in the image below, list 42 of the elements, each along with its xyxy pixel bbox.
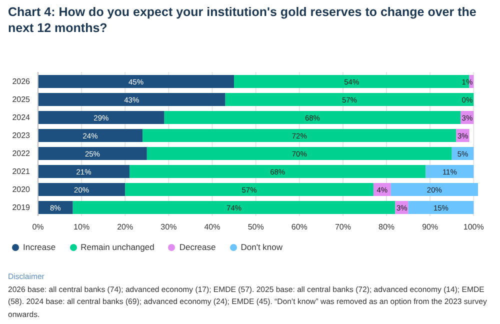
y-tick-label: 2019 (12, 202, 31, 212)
legend-label: Decrease (179, 242, 216, 252)
y-tick-label: 2021 (12, 166, 31, 176)
bar (408, 201, 474, 214)
bar (390, 183, 478, 196)
x-tick-label: 80% (378, 222, 395, 232)
bar (38, 111, 164, 124)
bar (38, 183, 126, 196)
y-tick-label: 2022 (12, 148, 31, 158)
x-tick-label: 10% (74, 222, 90, 232)
bar (38, 75, 234, 88)
bar (38, 165, 130, 178)
bar (38, 147, 147, 160)
x-tick-label: 50% (248, 222, 264, 232)
x-tick-label: 70% (334, 222, 351, 232)
x-tick-label: 60% (291, 222, 308, 232)
x-tick-label: 100% (463, 222, 484, 232)
x-tick-label: 90% (422, 222, 438, 232)
x-tick-label: 30% (160, 222, 177, 232)
chart-title: Chart 4: How do you expect your institution's gold reserves to change over the next 12 months? (8, 4, 478, 36)
y-tick-label: 2025 (12, 94, 31, 104)
bar (38, 129, 143, 142)
bar (38, 201, 73, 214)
bar (142, 129, 456, 142)
legend-label: Increase (23, 242, 56, 252)
y-tick-label: 2023 (12, 130, 31, 140)
bar (426, 165, 474, 178)
bar (38, 93, 226, 106)
x-tick-label: 20% (117, 222, 134, 232)
legend-label: Don't know (240, 242, 283, 252)
y-tick-label: 2024 (12, 112, 31, 122)
bar (225, 93, 474, 106)
x-tick-label: 40% (204, 222, 220, 232)
y-tick-label: 2026 (12, 76, 31, 86)
bar (125, 183, 374, 196)
bar (146, 147, 452, 160)
legend-label: Remain unchanged (80, 242, 154, 252)
bar (164, 111, 461, 124)
bar (129, 165, 426, 178)
bar (72, 201, 396, 214)
x-tick-label: 0% (32, 222, 44, 232)
y-tick-label: 2020 (12, 184, 31, 194)
